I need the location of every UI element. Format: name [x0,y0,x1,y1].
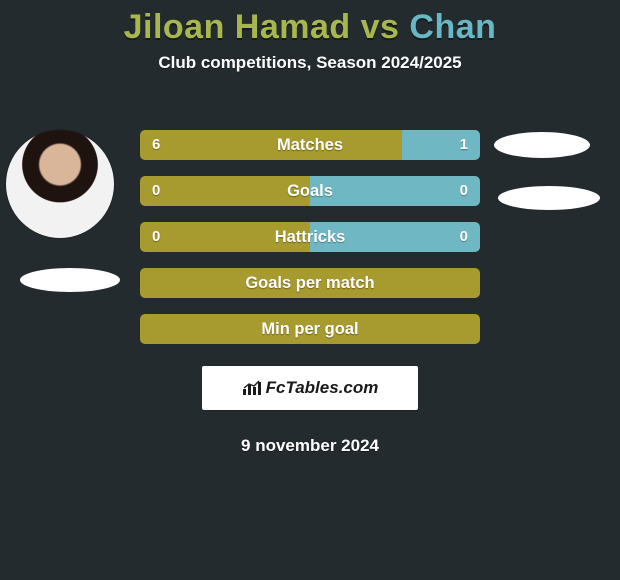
bar-chart-icon [242,380,262,396]
stat-bar-full: Goals per match [140,268,480,298]
stat-bar: 61Matches [140,130,480,160]
page-title: Jiloan Hamad vs Chan [0,8,620,47]
player-right-name-oval [498,186,600,210]
stat-right-value: 0 [460,222,468,252]
stat-bar-full: Min per goal [140,314,480,344]
player-left-avatar [6,130,114,238]
player-left-name-oval [20,268,120,292]
stat-bar: 00Goals [140,176,480,206]
comparison-bars: 61Matches00Goals00HattricksGoals per mat… [140,130,480,360]
stat-right-value: 0 [460,176,468,206]
player-right-avatar-oval [494,132,590,158]
subtitle: Club competitions, Season 2024/2025 [0,53,620,73]
date-line: 9 november 2024 [0,436,620,456]
stat-left-value: 0 [152,222,160,252]
logo-text: FcTables.com [266,378,379,398]
stat-left-value: 6 [152,130,160,160]
fctables-logo: FcTables.com [202,366,418,410]
stat-bar: 00Hattricks [140,222,480,252]
stat-right-value: 1 [460,130,468,160]
stat-left-value: 0 [152,176,160,206]
